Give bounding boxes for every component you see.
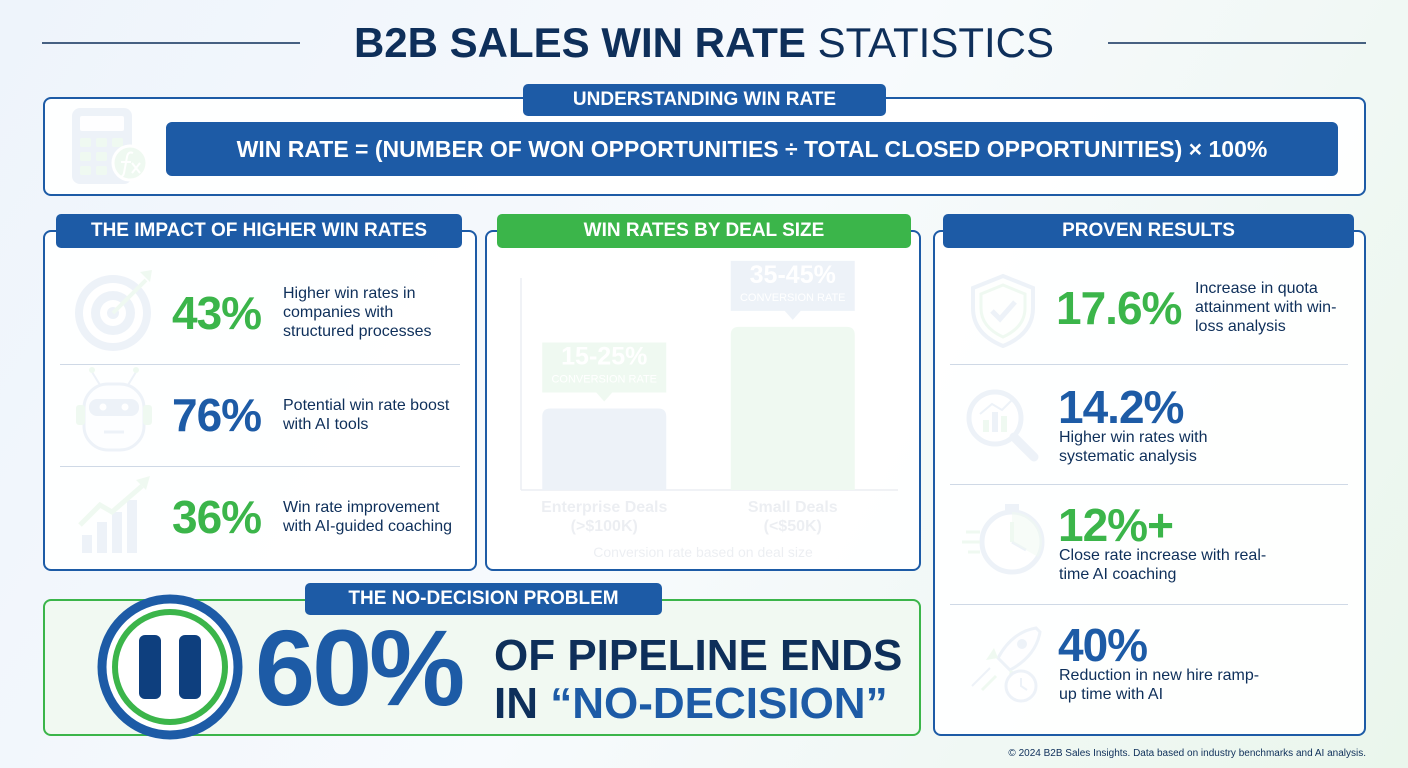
pause-bar — [179, 635, 201, 699]
formula-heading: UNDERSTANDING WIN RATE — [523, 84, 886, 116]
pause-bar — [139, 635, 161, 699]
pause-ring — [97, 594, 243, 740]
pause-icon — [97, 594, 243, 740]
no-decision-heading: THE NO-DECISION PROBLEM — [305, 583, 662, 615]
pause-ring — [112, 609, 228, 725]
stat-value: 14.2% — [1058, 381, 1184, 433]
stat-text: Win rate improvement with AI-guided coac… — [283, 499, 452, 535]
separator — [950, 364, 1348, 365]
no-decision-value: 60% — [255, 607, 465, 728]
stat-value: 17.6% — [1056, 282, 1182, 334]
stat-value: 43% — [172, 287, 262, 339]
no-decision-quote: “NO-DECISION” — [550, 679, 888, 728]
results-heading: PROVEN RESULTS — [943, 214, 1354, 248]
stat-value: 40% — [1058, 619, 1148, 671]
impact-panel — [43, 230, 477, 571]
no-decision-text: OF PIPELINE ENDS IN “NO-DECISION” — [494, 632, 902, 728]
title: B2B SALES WIN RATE STATISTICS — [0, 16, 1408, 70]
stat-value: 12%+ — [1058, 499, 1174, 551]
stat-text: Higher win rates in companies with struc… — [283, 285, 432, 340]
title-strong: B2B SALES WIN RATE — [353, 19, 806, 66]
stat-text: Higher win rates with systematic analysi… — [1059, 429, 1208, 465]
results-panel — [933, 230, 1366, 736]
no-decision-line: IN “NO-DECISION” — [494, 680, 902, 728]
separator — [60, 364, 460, 365]
stat-text: Close rate increase with real-time AI co… — [1059, 547, 1267, 583]
no-decision-prefix: IN — [494, 679, 538, 728]
impact-heading: THE IMPACT OF HIGHER WIN RATES — [56, 214, 462, 248]
separator — [950, 484, 1348, 485]
stat-value: 36% — [172, 491, 262, 543]
separator — [950, 604, 1348, 605]
chart-panel — [485, 230, 921, 571]
chart-title: WIN RATES BY DEAL SIZE — [497, 214, 911, 248]
stat-text: Reduction in new hire ramp-up time with … — [1059, 667, 1260, 703]
no-decision-line: OF PIPELINE ENDS — [494, 631, 903, 680]
separator — [60, 466, 460, 467]
stat-text: Potential win rate boost with AI tools — [283, 397, 450, 433]
stat-value: 76% — [172, 389, 262, 441]
title-light: STATISTICS — [817, 19, 1055, 66]
footer: © 2024 B2B Sales Insights. Data based on… — [1008, 748, 1366, 759]
formula-text: WIN RATE = (NUMBER OF WON OPPORTUNITIES … — [166, 122, 1338, 176]
stat-text: Increase in quota attainment with win-lo… — [1195, 280, 1337, 335]
